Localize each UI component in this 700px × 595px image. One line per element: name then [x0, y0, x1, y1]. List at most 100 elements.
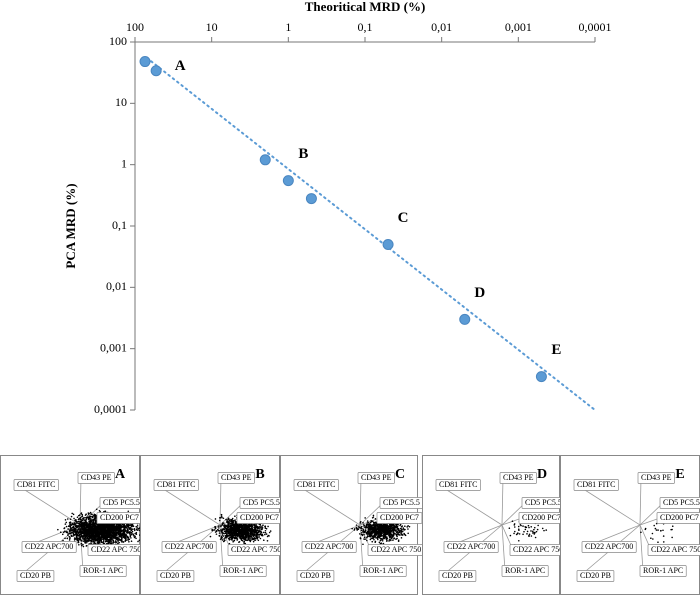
event-dot	[76, 521, 79, 523]
event-dot	[234, 537, 237, 540]
event-dot	[252, 540, 255, 543]
event-dot	[99, 531, 102, 534]
event-dot	[384, 531, 387, 533]
event-dot	[232, 528, 234, 530]
event-dot	[252, 530, 254, 533]
event-dot	[83, 527, 85, 530]
event-dot	[249, 540, 252, 543]
event-dot	[371, 520, 374, 522]
event-dot	[651, 532, 654, 535]
marker-label: CD22 APC700	[25, 542, 73, 551]
event-dot	[135, 528, 138, 531]
event-dot	[251, 528, 253, 530]
marker-label: CD22 APC700	[165, 542, 213, 551]
marker-label: ROR-1 APC	[223, 566, 263, 575]
event-dot	[77, 522, 79, 525]
event-dot	[227, 535, 229, 538]
event-dot	[222, 517, 225, 520]
event-dot	[241, 532, 243, 535]
event-dot	[119, 526, 122, 528]
event-dot	[85, 530, 88, 532]
event-dot	[222, 540, 225, 543]
event-dot	[231, 535, 234, 537]
event-dot	[215, 533, 218, 535]
event-dot	[86, 532, 88, 534]
event-dot	[119, 530, 122, 532]
event-dot	[119, 527, 122, 530]
event-dot	[103, 542, 106, 545]
event-dot	[72, 532, 74, 534]
event-dot	[407, 528, 409, 530]
event-dot	[132, 533, 135, 536]
event-dot	[130, 529, 133, 531]
event-dot	[530, 530, 532, 532]
event-dot	[226, 530, 229, 533]
event-dot	[120, 536, 123, 539]
event-dot	[123, 523, 126, 526]
event-dot	[110, 540, 112, 543]
event-dot	[108, 534, 111, 537]
event-dot	[239, 532, 241, 535]
event-dot	[531, 530, 534, 533]
event-dot	[231, 523, 234, 526]
event-dot	[522, 525, 524, 527]
marker-label: CD22 APC700	[447, 542, 495, 551]
event-dot	[364, 531, 366, 534]
event-dot	[228, 519, 231, 522]
event-dot	[650, 537, 652, 540]
event-dot	[226, 527, 228, 529]
event-dot	[389, 531, 392, 534]
event-dot	[118, 528, 121, 530]
event-dot	[260, 526, 262, 529]
event-dot	[256, 532, 259, 535]
event-dot	[87, 537, 90, 540]
marker-label: CD5 PC5.5	[663, 498, 700, 507]
event-dot	[104, 540, 107, 543]
event-dot	[131, 528, 134, 530]
event-dot	[102, 541, 105, 543]
event-dot	[79, 527, 81, 530]
event-dot	[125, 527, 128, 529]
event-dot	[395, 538, 397, 541]
marker-label: ROR-1 APC	[643, 566, 683, 575]
event-dot	[121, 526, 123, 529]
event-dot	[76, 516, 79, 519]
event-dot	[233, 529, 236, 532]
event-dot	[80, 531, 83, 533]
event-dot	[362, 524, 365, 526]
event-dot	[94, 527, 96, 530]
event-dot	[138, 539, 141, 542]
event-dot	[78, 526, 81, 528]
event-dot	[82, 517, 85, 519]
marker-label: CD81 FITC	[439, 480, 477, 489]
event-dot	[238, 535, 241, 538]
event-dot	[243, 525, 246, 527]
event-dot	[527, 524, 530, 527]
marker-label: CD43 PE	[503, 473, 534, 482]
event-dot	[79, 531, 81, 533]
event-dot	[93, 534, 96, 537]
event-dot	[72, 523, 75, 526]
event-dot	[217, 525, 220, 527]
event-dot	[69, 525, 72, 528]
event-dot	[533, 533, 536, 535]
event-dot	[671, 536, 673, 539]
event-dot	[233, 526, 236, 528]
event-dot	[97, 538, 100, 540]
event-dot	[389, 528, 392, 530]
event-dot	[99, 523, 102, 526]
event-dot	[108, 540, 111, 542]
event-dot	[80, 522, 83, 525]
point	[282, 175, 294, 187]
event-dot	[524, 528, 527, 531]
event-dot	[74, 530, 76, 533]
event-dot	[87, 539, 90, 542]
event-dot	[69, 537, 71, 540]
event-dot	[262, 531, 265, 534]
event-dot	[111, 529, 114, 531]
point	[150, 65, 162, 77]
event-dot	[381, 529, 383, 532]
event-dot	[389, 538, 391, 541]
event-dot	[84, 536, 87, 539]
event-dot	[245, 539, 247, 542]
